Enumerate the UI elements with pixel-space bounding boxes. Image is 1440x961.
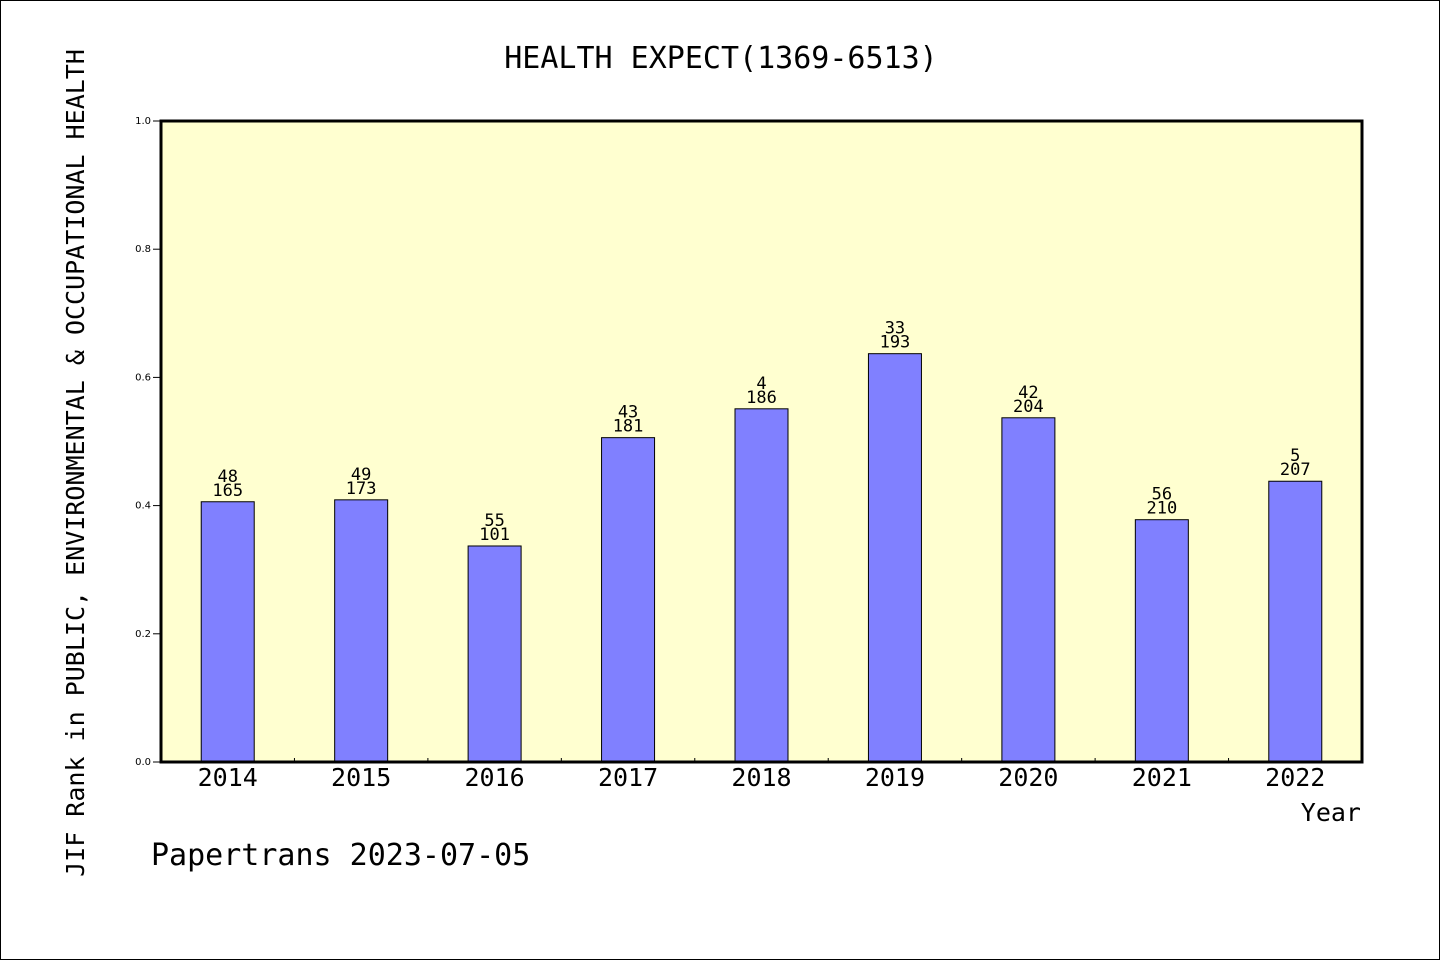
x-axis-ticks: 2014 2015 2016 2017 2018 2019 2020 2021 2022	[198, 758, 1325, 792]
bar-2021	[1134, 519, 1189, 763]
bar-2017	[601, 437, 656, 763]
bar-label-top: 33	[885, 319, 905, 339]
bar-label-top: 56	[1152, 485, 1172, 505]
y-tick-label: 1.0	[135, 116, 151, 127]
bar-label-bottom: 181	[613, 417, 644, 437]
x-axis-label: Year	[1301, 798, 1361, 827]
bar-label-top: 49	[351, 465, 371, 485]
bar-label-top: 48	[217, 467, 237, 487]
y-tick-label: 0.2	[135, 629, 151, 640]
y-axis-ticks: 0.0 0.2 0.4 0.6 0.8 1.0	[135, 116, 161, 768]
bar-2018	[734, 408, 789, 763]
bar-2016	[467, 545, 522, 763]
footer-credit: Papertrans 2023-07-05	[151, 838, 530, 873]
x-tick-label: 2019	[865, 763, 925, 792]
x-tick-label: 2020	[998, 763, 1058, 792]
chart-title: HEALTH EXPECT(1369-6513)	[504, 41, 937, 76]
bar-label-bottom: 173	[346, 479, 377, 499]
x-tick-label: 2017	[598, 763, 658, 792]
bar-2014	[200, 501, 255, 763]
y-tick-label: 0.0	[135, 757, 151, 768]
bar-2019	[867, 353, 922, 763]
y-tick-label: 0.6	[135, 372, 151, 383]
bar-label-bottom: 165	[212, 481, 243, 501]
bar-label-bottom: 207	[1280, 460, 1311, 480]
bar-2015	[334, 499, 389, 763]
bar-label-top: 42	[1018, 383, 1038, 403]
x-tick-label: 2016	[465, 763, 525, 792]
bar-2020	[1001, 417, 1056, 763]
bar-2022	[1268, 480, 1323, 763]
y-tick-label: 0.8	[135, 244, 151, 255]
bar-label-top: 43	[618, 403, 638, 423]
bars-layer	[200, 353, 1323, 763]
bar-label-top: 5	[1290, 446, 1300, 466]
x-tick-label: 2015	[331, 763, 391, 792]
bar-label-bottom: 186	[746, 388, 777, 408]
bar-label-top: 4	[756, 374, 766, 394]
x-tick-label: 2021	[1132, 763, 1192, 792]
bar-label-bottom: 193	[880, 333, 911, 353]
plot-border	[159, 119, 1364, 764]
y-tick-label: 0.4	[135, 501, 151, 512]
bar-label-bottom: 101	[479, 525, 510, 545]
bar-label-bottom: 210	[1146, 499, 1177, 519]
x-tick-label: 2018	[731, 763, 791, 792]
bar-label-top: 55	[484, 511, 504, 531]
y-axis-label: JIF Rank in PUBLIC, ENVIRONMENTAL & OCCU…	[61, 49, 90, 877]
bar-label-bottom: 204	[1013, 397, 1044, 417]
x-tick-label: 2022	[1265, 763, 1325, 792]
x-tick-label: 2014	[198, 763, 258, 792]
